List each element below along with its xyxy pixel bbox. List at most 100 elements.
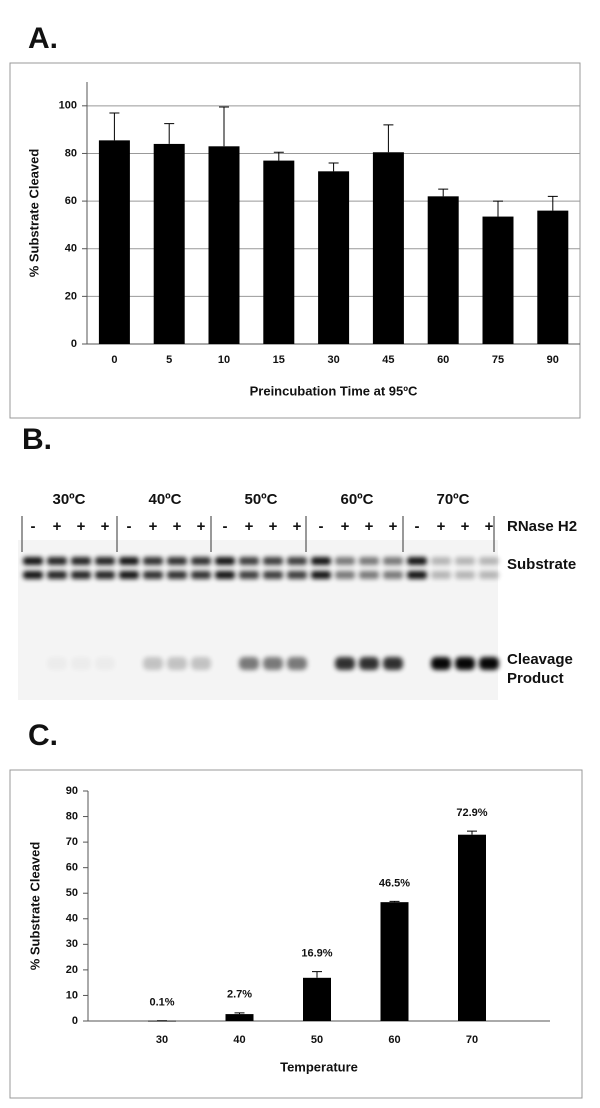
lane-sign: + <box>173 518 182 535</box>
y-tick-label: 90 <box>66 785 78 797</box>
x-tick-label: 5 <box>166 354 172 366</box>
gel-band <box>335 657 355 670</box>
lane-sign: + <box>365 518 374 535</box>
gel-band <box>479 557 499 565</box>
x-tick-label: 50 <box>311 1034 323 1046</box>
lane-sign: + <box>245 518 254 535</box>
bar <box>263 160 295 344</box>
bar <box>372 152 404 344</box>
gel-band <box>47 557 67 565</box>
x-tick-label: 15 <box>273 354 285 366</box>
lane-sign: + <box>269 518 278 535</box>
gel-band <box>263 657 283 670</box>
y-tick-label: 40 <box>66 913 78 925</box>
gel-band <box>287 571 307 579</box>
gel-band <box>167 571 187 579</box>
value-label: 0.1% <box>149 997 174 1009</box>
value-label: 72.9% <box>456 807 487 819</box>
gel-label: Cleavage <box>507 651 573 668</box>
gel-band <box>119 571 139 579</box>
y-tick-label: 70 <box>66 836 78 848</box>
gel-band <box>47 657 67 670</box>
gel-band <box>407 557 427 565</box>
gel-band <box>335 557 355 565</box>
gel-label: Substrate <box>507 556 576 573</box>
panel-frame <box>9 62 581 419</box>
gel-band <box>239 571 259 579</box>
gel-band <box>71 557 91 565</box>
x-axis-title: Preincubation Time at 95ºC <box>250 383 418 398</box>
x-tick-label: 60 <box>388 1034 400 1046</box>
gel-band <box>71 657 91 670</box>
gel-band <box>359 657 379 670</box>
y-tick-label: 60 <box>66 862 78 874</box>
lane-group-label: 40ºC <box>149 491 182 508</box>
lane-group-label: 50ºC <box>245 491 278 508</box>
error-bar <box>234 1012 245 1015</box>
value-label: 46.5% <box>379 877 410 889</box>
gel-band <box>23 557 43 565</box>
gel-band <box>239 657 259 670</box>
gel-band <box>431 657 451 670</box>
gel-band <box>335 571 355 579</box>
gel-band <box>455 557 475 565</box>
lane-sign: + <box>101 518 110 535</box>
gel-band <box>263 571 283 579</box>
gel-band <box>95 557 115 565</box>
value-label: 2.7% <box>227 989 252 1001</box>
error-bar <box>383 124 394 153</box>
y-tick-label: 0 <box>72 1015 78 1027</box>
y-tick-label: 80 <box>65 147 77 159</box>
gel-band <box>191 571 211 579</box>
panel-label: B. <box>22 423 52 456</box>
gel-band <box>143 571 163 579</box>
gel-band <box>311 557 331 565</box>
lane-sign: + <box>485 518 494 535</box>
y-tick-label: 60 <box>65 195 77 207</box>
lane-group-label: 60ºC <box>341 491 374 508</box>
bar <box>380 902 409 1021</box>
x-tick-label: 40 <box>233 1034 245 1046</box>
x-axis-title: Temperature <box>280 1059 358 1074</box>
gel-band <box>359 557 379 565</box>
gel-band <box>239 557 259 565</box>
x-tick-label: 30 <box>327 354 339 366</box>
bar <box>98 140 130 344</box>
gel-label: RNase H2 <box>507 518 577 535</box>
gel-band <box>23 571 43 579</box>
gel-band <box>95 657 115 670</box>
gel-band <box>71 571 91 579</box>
bar <box>537 210 569 344</box>
y-tick-label: 0 <box>71 338 77 350</box>
gel-band <box>215 557 235 565</box>
bar <box>458 834 486 1021</box>
lane-sign: + <box>149 518 158 535</box>
gel-band <box>383 557 403 565</box>
gel-label: Product <box>507 670 564 687</box>
error-bar <box>467 830 477 835</box>
lane-sign: + <box>437 518 446 535</box>
x-tick-label: 45 <box>382 354 394 366</box>
lane-sign: + <box>341 518 350 535</box>
lane-sign: + <box>197 518 206 535</box>
error-bar <box>109 112 120 141</box>
lane-sign: - <box>223 518 228 535</box>
bar <box>225 1014 254 1021</box>
lane-sign: + <box>77 518 86 535</box>
y-axis-title: % Substrate Cleaved <box>26 149 41 278</box>
error-bar <box>438 188 449 197</box>
lane-sign: - <box>415 518 420 535</box>
bar <box>303 977 331 1021</box>
x-tick-label: 30 <box>156 1034 168 1046</box>
lane-sign: - <box>319 518 324 535</box>
gel-band <box>455 657 475 670</box>
error-bar <box>328 162 339 172</box>
bar <box>208 146 240 344</box>
gel-band <box>455 571 475 579</box>
error-bar <box>273 151 284 161</box>
gel-band <box>383 571 403 579</box>
gel-band <box>191 657 211 670</box>
y-tick-label: 40 <box>65 243 77 255</box>
bar <box>318 171 350 344</box>
